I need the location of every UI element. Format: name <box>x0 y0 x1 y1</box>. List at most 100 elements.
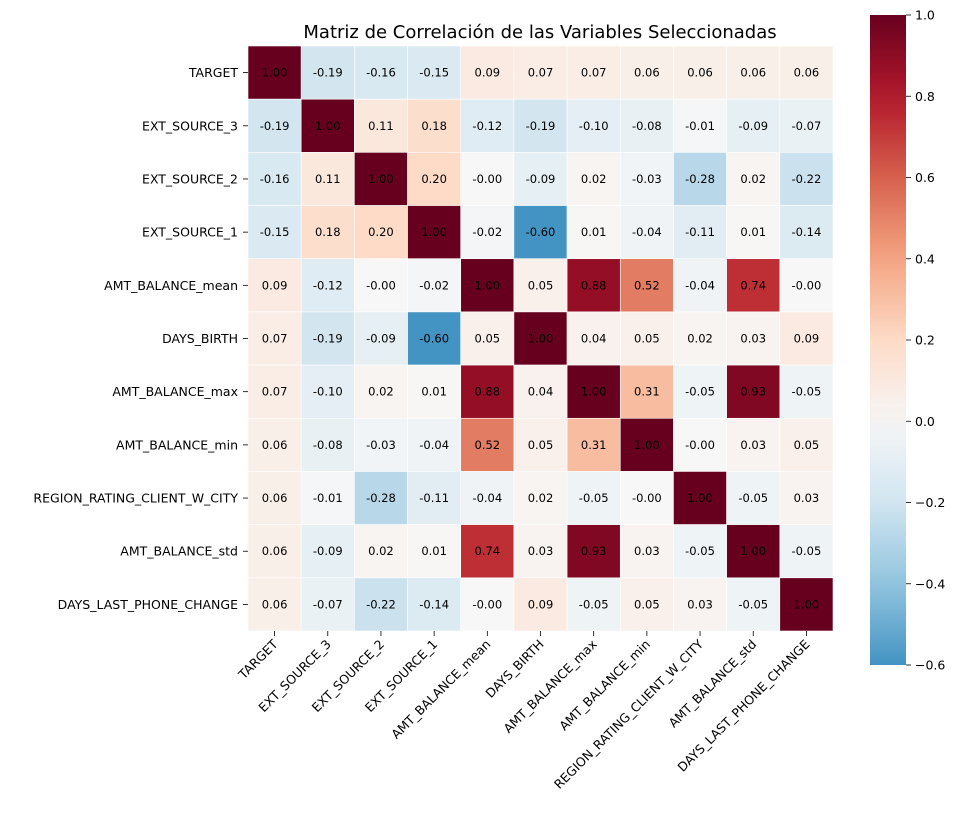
cell-value-label: 0.06 <box>262 491 288 505</box>
cell-value-label: 0.06 <box>262 438 288 452</box>
heatmap-cell <box>673 98 727 153</box>
cell-value-label: -0.60 <box>526 225 556 239</box>
colorbar-tick-label: 0.2 <box>915 333 935 348</box>
heatmap-cell <box>673 364 727 419</box>
heatmap-cell <box>779 311 834 366</box>
cell-value-label: 0.03 <box>634 544 660 558</box>
heatmap-cell <box>354 471 408 525</box>
heatmap-cell <box>779 152 834 206</box>
cell-value-label: 0.01 <box>581 225 607 239</box>
heatmap-cell <box>619 524 674 579</box>
cell-value-label: -0.04 <box>685 278 715 292</box>
cell-value-label: 0.07 <box>262 385 288 399</box>
chart-title: Matriz de Correlación de las Variables S… <box>303 22 776 43</box>
cell-value-label: 0.03 <box>740 438 766 452</box>
cell-value-label: -0.07 <box>313 597 343 611</box>
heatmap-cell <box>300 364 355 419</box>
cell-value-label: 0.88 <box>475 385 501 399</box>
heatmap-cell <box>300 577 355 632</box>
y-tick-label: AMT_BALANCE_mean <box>104 278 238 293</box>
cell-value-label: -0.28 <box>685 172 715 186</box>
cell-value-label: 0.03 <box>740 332 766 346</box>
heatmap-cell <box>566 417 621 472</box>
cell-value-label: 1.00 <box>794 597 820 611</box>
cell-value-label: -0.08 <box>313 438 343 452</box>
heatmap-cell <box>566 364 621 419</box>
cell-value-label: -0.05 <box>579 491 609 505</box>
heatmap-cell <box>619 45 674 100</box>
cell-value-label: 0.20 <box>421 172 447 186</box>
cell-value-label: -0.02 <box>419 278 449 292</box>
heatmap-cell <box>726 98 781 153</box>
cell-value-label: 0.06 <box>687 66 713 80</box>
heatmap-cell <box>300 311 355 366</box>
heatmap-cells <box>247 45 834 632</box>
heatmap-cell <box>619 417 674 472</box>
colorbar-gradient <box>870 15 906 665</box>
cell-value-label: 1.00 <box>421 225 447 239</box>
cell-value-label: 1.00 <box>475 278 501 292</box>
heatmap-cell <box>247 577 302 632</box>
heatmap-cell <box>247 258 302 313</box>
cell-value-label: 0.18 <box>421 119 447 133</box>
y-tick-label: TARGET <box>188 65 238 80</box>
heatmap-cell <box>247 364 302 419</box>
cell-value-label: -0.19 <box>526 119 556 133</box>
heatmap-cell <box>779 524 834 579</box>
heatmap-cell <box>247 524 302 579</box>
cell-value-label: 0.02 <box>581 172 607 186</box>
cell-value-label: 0.06 <box>262 597 288 611</box>
heatmap-cell <box>460 417 515 472</box>
cell-value-label: -0.11 <box>685 225 715 239</box>
x-axis: TARGETEXT_SOURCE_3EXT_SOURCE_2EXT_SOURCE… <box>235 631 813 792</box>
colorbar-tick-label: −0.4 <box>915 576 945 591</box>
cell-value-label: 0.74 <box>475 544 501 558</box>
cell-value-label: 0.02 <box>368 544 394 558</box>
cell-value-label: -0.14 <box>792 225 822 239</box>
heatmap-cell <box>726 45 781 100</box>
cell-value-label: 0.07 <box>528 66 554 80</box>
colorbar-tick-label: 1.0 <box>915 8 935 23</box>
cell-value-label: -0.08 <box>632 119 662 133</box>
cell-value-label: -0.16 <box>366 66 396 80</box>
heatmap-cell <box>460 45 515 100</box>
heatmap-cell <box>407 417 462 472</box>
cell-value-label: -0.14 <box>419 597 449 611</box>
cell-value-label: 0.09 <box>262 278 288 292</box>
heatmap-cell <box>726 577 781 632</box>
cell-value-label: -0.07 <box>792 119 822 133</box>
cell-value-label: 0.31 <box>581 438 607 452</box>
heatmap-cell <box>566 258 621 313</box>
cell-value-label: 0.06 <box>262 544 288 558</box>
cell-value-label: 1.00 <box>687 491 713 505</box>
heatmap-cell <box>354 258 408 313</box>
colorbar-tick-label: 0.4 <box>915 251 935 266</box>
cell-value-label: 0.09 <box>794 332 820 346</box>
cell-value-label: 0.06 <box>794 66 820 80</box>
heatmap-cell <box>354 205 408 260</box>
heatmap-cell <box>566 205 621 260</box>
heatmap-cell <box>779 205 834 260</box>
cell-value-label: 0.03 <box>528 544 554 558</box>
cell-value-label: -0.00 <box>632 491 662 505</box>
cell-value-label: -0.28 <box>366 491 396 505</box>
heatmap-cell <box>460 577 515 632</box>
y-tick-label: AMT_BALANCE_min <box>116 437 238 452</box>
heatmap-cell <box>673 205 727 260</box>
heatmap-cell <box>673 152 727 206</box>
heatmap-cell <box>566 524 621 579</box>
cell-value-label: 0.18 <box>315 225 341 239</box>
heatmap-cell <box>779 98 834 153</box>
cell-value-label: -0.03 <box>632 172 662 186</box>
cell-value-label: -0.05 <box>792 385 822 399</box>
x-tick-label: AMT_BALANCE_std <box>665 637 759 731</box>
heatmap-cell <box>779 471 834 525</box>
x-tick-label: TARGET <box>235 636 281 682</box>
heatmap-cell <box>354 524 408 579</box>
cell-value-label: 0.01 <box>421 544 447 558</box>
cell-value-label: 0.04 <box>528 385 554 399</box>
cell-value-label: 0.09 <box>475 66 501 80</box>
cell-value-label: -0.19 <box>313 332 343 346</box>
cell-value-label: -0.19 <box>313 66 343 80</box>
